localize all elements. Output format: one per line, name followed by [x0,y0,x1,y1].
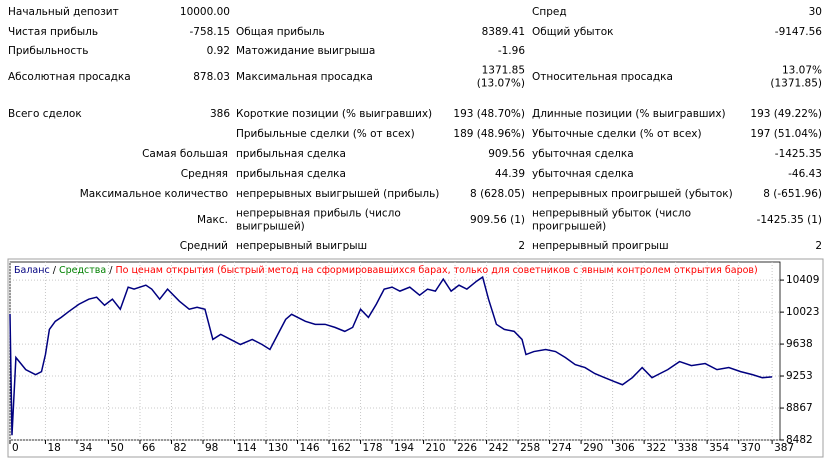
x-tick-label: 258 [520,442,540,454]
legend-entry: Баланс [14,265,50,276]
x-tick-label: 0 [12,442,19,454]
report-label: убыточная сделка [532,168,634,180]
report-value: 8 (-651.96) [763,188,822,200]
report-value: -9147.56 [775,26,823,38]
x-tick-label: 354 [709,442,729,454]
x-tick-label: 162 [331,442,351,454]
report-value: 193 (49.22%) [750,108,822,120]
report-label: Абсолютная просадка [8,71,131,83]
report-label: Общая прибыль [236,26,325,38]
report-label: Короткие позиции (% выигравших) [236,108,432,120]
report-label: Самая большая [142,148,228,160]
legend-entry: Средства [59,265,106,276]
report-label: прибыльная сделка [236,148,346,160]
report-value: 878.03 [193,71,230,83]
report-label: Спред [532,6,567,18]
x-tick-label: 18 [47,442,60,454]
report-label: Макс. [197,214,228,226]
report-cell: проигрышей) [532,221,606,233]
legend-note: По ценам открытия (быстрый метод на сфор… [115,265,757,276]
y-tick-label: 10409 [786,274,819,286]
report-cell: (1371.85) [770,78,822,90]
x-tick-label: 370 [741,442,761,454]
report-value: 193 (48.70%) [453,108,525,120]
legend-separator: / [109,265,113,276]
legend-separator: / [53,265,57,276]
report-value: 909.56 (1) [470,214,525,226]
x-tick-label: 34 [79,442,93,454]
x-tick-label: 290 [583,442,603,454]
balance-line [9,275,773,436]
x-tick-label: 50 [110,442,123,454]
x-tick-label: 306 [615,442,635,454]
report-value: 909.56 [488,148,525,160]
report-value: -46.43 [788,168,822,180]
y-tick-label: 9253 [786,370,813,382]
report-label: Общий убыток [532,26,613,38]
report-label: Длинные позиции (% выигравших) [532,108,726,120]
x-tick-label: 322 [646,442,666,454]
report-cell: (13.07%) [477,78,525,90]
report-cell: 13.07% [782,65,822,77]
y-tick-label: 8867 [786,402,813,414]
report-label: Максимальное количество [80,188,228,200]
report-value: 2 [815,240,822,252]
report-label: непрерывных выигрышей (прибыль) [236,188,439,200]
report-label: Всего сделок [8,108,82,120]
report-cell: непрерывный убыток (число [532,208,691,220]
report-cell: непрерывная прибыль (число [236,208,401,220]
report-label: Средний [180,240,228,252]
y-tick-label: 8482 [786,434,813,446]
report-cell: 1371.85 [482,65,525,77]
x-tick-label: 338 [678,442,698,454]
x-tick-label: 226 [457,442,477,454]
report-value: 44.39 [495,168,525,180]
x-tick-label: 387 [774,442,794,454]
report-label: непрерывный проигрыш [532,240,669,252]
report-label: Средняя [181,168,228,180]
report-value: -1425.35 (1) [757,214,822,226]
report-label: Начальный депозит [8,6,119,18]
y-tick-label: 10023 [786,306,819,318]
report-value: 189 (48.96%) [453,128,525,140]
report-value: 10000.00 [180,6,230,18]
report-label: Максимальная просадка [236,71,373,83]
report-value: 8389.41 [482,26,525,38]
report-label: прибыльная сделка [236,168,346,180]
report-label: Прибыльность [8,45,88,57]
y-tick-label: 9638 [786,338,813,350]
report-label: Относительная просадка [532,71,673,83]
x-tick-label: 130 [268,442,288,454]
report-label: непрерывный выигрыш [236,240,367,252]
report-label: Матожидание выигрыша [236,45,375,57]
report-label: Чистая прибыль [8,26,98,38]
report-value: 0.92 [207,45,230,57]
x-tick-label: 82 [173,442,186,454]
x-tick-label: 194 [394,442,414,454]
x-tick-label: 114 [237,442,257,454]
report-value: 30 [809,6,822,18]
report-label: Убыточные сделки (% от всех) [532,128,702,140]
x-tick-label: 178 [363,442,383,454]
report-value: 2 [518,240,525,252]
x-tick-label: 66 [142,442,156,454]
report-label: Прибыльные сделки (% от всех) [236,128,415,140]
report-label: непрерывных проигрышей (убыток) [532,188,733,200]
x-tick-label: 274 [552,442,572,454]
report-value: 197 (51.04%) [750,128,822,140]
report-label: убыточная сделка [532,148,634,160]
report-value: -1.96 [498,45,525,57]
x-tick-label: 146 [300,442,320,454]
report-value: 386 [210,108,230,120]
x-tick-label: 210 [426,442,446,454]
x-tick-label: 98 [205,442,218,454]
legend: Баланс / Средства / По ценам открытия (б… [14,265,758,276]
report-cell: выигрышей) [236,221,305,233]
report-value: -1425.35 [775,148,822,160]
plot-area [9,261,781,441]
x-tick-label: 242 [489,442,509,454]
report-value: -758.15 [189,26,230,38]
report-value: 8 (628.05) [470,188,525,200]
